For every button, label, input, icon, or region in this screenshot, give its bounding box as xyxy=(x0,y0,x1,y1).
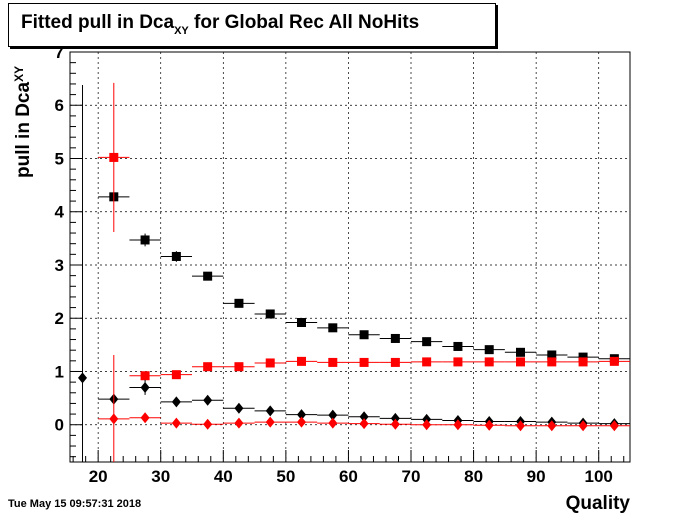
chart-title-subscript: XY xyxy=(174,25,189,37)
diamond-marker xyxy=(203,394,213,406)
square-marker xyxy=(390,357,400,367)
square-marker xyxy=(547,350,557,360)
diamond-marker xyxy=(453,419,463,431)
x-tick-label: 50 xyxy=(276,467,295,486)
square-marker xyxy=(359,357,369,367)
axis-ticks xyxy=(70,51,625,462)
y-axis-title: pull in DcaXY xyxy=(12,66,34,178)
square-marker xyxy=(171,251,181,261)
square-marker xyxy=(609,356,619,366)
diamond-marker xyxy=(609,420,619,432)
y-axis-title-main: pull in Dca xyxy=(13,82,34,179)
diamond-marker xyxy=(265,416,275,428)
diamond-marker xyxy=(297,409,307,421)
diamond-marker xyxy=(140,381,150,393)
square-marker xyxy=(484,345,494,355)
chart-title-main: Fitted pull in Dca xyxy=(21,12,175,33)
data-marks xyxy=(78,82,630,462)
diamond-marker xyxy=(390,418,400,430)
square-marker xyxy=(422,357,432,367)
diamond-marker xyxy=(578,420,588,432)
square-marker xyxy=(484,357,494,367)
square-marker xyxy=(390,333,400,343)
y-tick-label: 4 xyxy=(55,203,65,222)
x-axis-title: Quality xyxy=(566,493,631,514)
diamond-marker xyxy=(171,417,181,429)
diamond-marker xyxy=(547,420,557,432)
y-tick-label: 5 xyxy=(55,149,64,168)
diamond-marker xyxy=(359,411,369,423)
diamond-marker xyxy=(109,413,119,425)
square-marker xyxy=(297,356,307,366)
y-axis-title-subscript: XY xyxy=(12,66,26,82)
square-marker xyxy=(578,352,588,362)
square-marker xyxy=(171,370,181,380)
diamond-marker xyxy=(140,412,150,424)
square-marker xyxy=(453,357,463,367)
x-tick-label: 90 xyxy=(527,467,546,486)
x-tick-label: 60 xyxy=(339,467,358,486)
square-marker xyxy=(422,337,432,347)
diamond-marker xyxy=(234,402,244,414)
diamond-marker xyxy=(203,418,213,430)
diamond-marker xyxy=(171,396,181,408)
diamond-marker xyxy=(328,409,338,421)
x-tick-label: 40 xyxy=(214,467,233,486)
square-marker xyxy=(578,357,588,367)
square-marker xyxy=(203,362,213,372)
square-marker xyxy=(140,371,150,381)
title-box: Fitted pull in DcaXY for Global Rec All … xyxy=(8,3,496,47)
square-marker xyxy=(453,341,463,351)
diamond-marker xyxy=(390,412,400,424)
x-tick-label: 30 xyxy=(151,467,170,486)
square-marker xyxy=(234,298,244,308)
square-marker xyxy=(297,317,307,327)
grid xyxy=(70,51,630,462)
square-marker xyxy=(140,235,150,245)
y-tick-label: 2 xyxy=(55,309,64,328)
y-tick-label: 1 xyxy=(55,362,64,381)
diamond-marker xyxy=(78,372,88,384)
footer-timestamp: Tue May 15 09:57:31 2018 xyxy=(8,498,142,510)
chart-title: Fitted pull in DcaXY for Global Rec All … xyxy=(21,12,420,37)
square-marker xyxy=(547,357,557,367)
y-tick-label: 6 xyxy=(55,96,64,115)
diamond-marker xyxy=(297,416,307,428)
plot-frame xyxy=(69,51,631,463)
y-tick-label: 0 xyxy=(55,416,64,435)
y-tick-label: 3 xyxy=(55,256,64,275)
x-tick-label: 80 xyxy=(464,467,483,486)
square-marker xyxy=(516,357,526,367)
square-marker xyxy=(359,330,369,340)
diamond-marker xyxy=(422,419,432,431)
x-tick-label: 100 xyxy=(585,467,613,486)
y-tick-label: 7 xyxy=(55,43,64,62)
square-marker xyxy=(328,357,338,367)
diamond-marker xyxy=(328,417,338,429)
square-marker xyxy=(265,358,275,368)
diamond-marker xyxy=(234,417,244,429)
square-marker xyxy=(203,271,213,281)
diamond-marker xyxy=(516,420,526,432)
x-tick-label: 70 xyxy=(402,467,421,486)
diamond-marker xyxy=(265,405,275,417)
square-marker xyxy=(234,362,244,372)
square-marker xyxy=(328,323,338,333)
square-marker xyxy=(516,347,526,357)
chart-title-rest: for Global Rec All NoHits xyxy=(188,12,420,33)
square-marker xyxy=(265,309,275,319)
x-tick-label: 20 xyxy=(89,467,108,486)
square-marker xyxy=(109,152,119,162)
tick-labels: 20 30 40 50 60 70 80 90 100 0 1 2 3 4 5 6 7 xyxy=(55,43,613,486)
diamond-marker xyxy=(359,418,369,430)
diamond-marker xyxy=(484,419,494,431)
